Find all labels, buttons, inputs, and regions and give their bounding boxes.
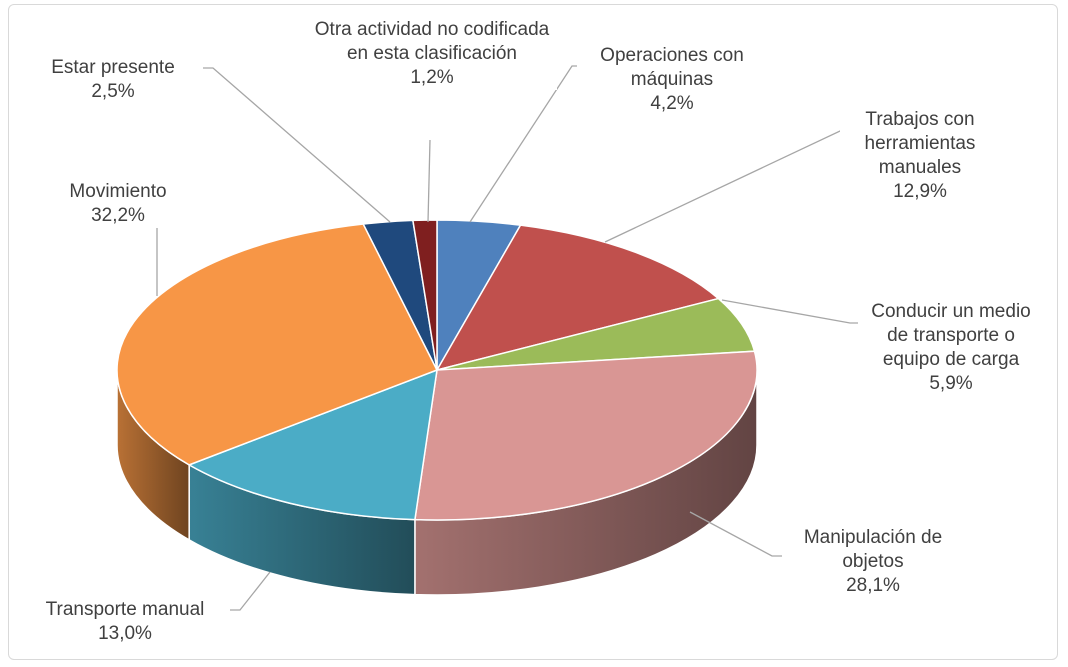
- value-label: 13,0%: [98, 623, 152, 644]
- slice-label: Conducir un medio de transporte o equipo…: [861, 300, 1041, 396]
- value-label: 12,9%: [893, 181, 947, 202]
- category-label: Movimiento: [69, 181, 167, 202]
- slice: [187, 368, 438, 521]
- slice-label: Estar presente 2,5%: [33, 56, 193, 104]
- slice-label: Operaciones con máquinas 4,2%: [577, 44, 767, 116]
- value-label: 1,2%: [410, 67, 454, 88]
- leader-line: [721, 299, 858, 324]
- category-label: Conducir un medio de transporte o equipo…: [871, 301, 1031, 370]
- slice-label: Transporte manual 13,0%: [20, 598, 230, 646]
- category-label: Trabajos con herramientas manuales: [864, 109, 976, 178]
- leader-line: [203, 67, 391, 223]
- slice-label: Movimiento 32,2%: [43, 180, 193, 228]
- category-label: Operaciones con máquinas: [600, 45, 744, 90]
- slice-label: Manipulación de objetos 28,1%: [783, 526, 963, 598]
- category-label: Manipulación de objetos: [803, 527, 943, 572]
- value-label: 2,5%: [91, 81, 135, 102]
- slice: [116, 223, 439, 466]
- slice: [414, 350, 758, 521]
- leader-line: [427, 139, 431, 223]
- leader-line: [604, 130, 848, 243]
- value-label: 28,1%: [846, 575, 900, 596]
- slice: [435, 224, 720, 372]
- value-label: 32,2%: [91, 205, 145, 226]
- value-label: 4,2%: [650, 93, 694, 114]
- slice: [412, 219, 438, 371]
- category-label: Transporte manual: [45, 599, 205, 620]
- leader-line: [230, 571, 271, 611]
- category-label: Estar presente: [51, 57, 175, 78]
- slice-label: Otra actividad no codificada en esta cla…: [307, 18, 557, 90]
- category-label: Otra actividad no codificada en esta cla…: [314, 19, 550, 64]
- chart-frame: [8, 4, 1058, 660]
- value-label: 5,9%: [929, 373, 973, 394]
- slice-label: Trabajos con herramientas manuales 12,9%: [840, 108, 1000, 204]
- leader-line: [689, 511, 782, 557]
